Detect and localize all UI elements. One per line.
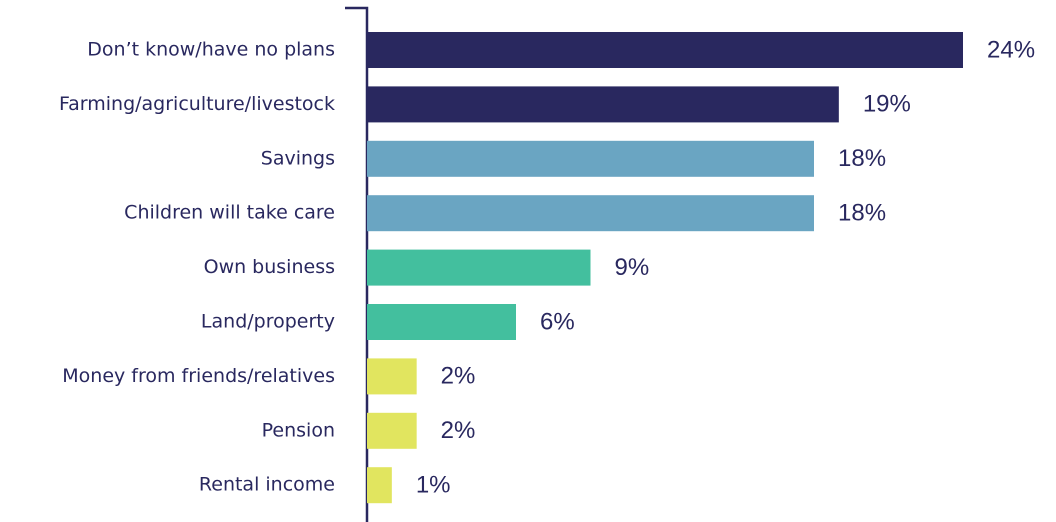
value-label: 18%: [838, 145, 886, 172]
category-label: Own business: [204, 256, 335, 278]
category-label: Pension: [262, 419, 335, 441]
value-label: 2%: [441, 417, 476, 444]
bar: [367, 358, 417, 395]
value-label: 24%: [987, 36, 1035, 63]
category-label: Farming/agriculture/livestock: [59, 93, 335, 115]
category-label: Money from friends/relatives: [62, 365, 335, 387]
bar: [367, 195, 814, 232]
category-label: Savings: [261, 147, 335, 169]
category-label: Children will take care: [124, 202, 335, 224]
bar: [367, 86, 839, 123]
value-label: 9%: [615, 254, 650, 281]
bar: [367, 249, 591, 286]
bar: [367, 140, 814, 177]
axis-line: [345, 6, 369, 522]
category-label: Don’t know/have no plans: [87, 39, 335, 61]
bar: [367, 467, 392, 504]
value-label: 1%: [416, 472, 451, 499]
value-label: 19%: [863, 91, 911, 118]
value-label: 6%: [540, 308, 575, 335]
value-label: 2%: [441, 363, 476, 390]
category-label: Land/property: [201, 311, 335, 333]
value-label: 18%: [838, 200, 886, 227]
category-label: Rental income: [199, 474, 335, 496]
bar: [367, 32, 963, 68]
bar: [367, 412, 417, 449]
bar: [367, 304, 516, 340]
